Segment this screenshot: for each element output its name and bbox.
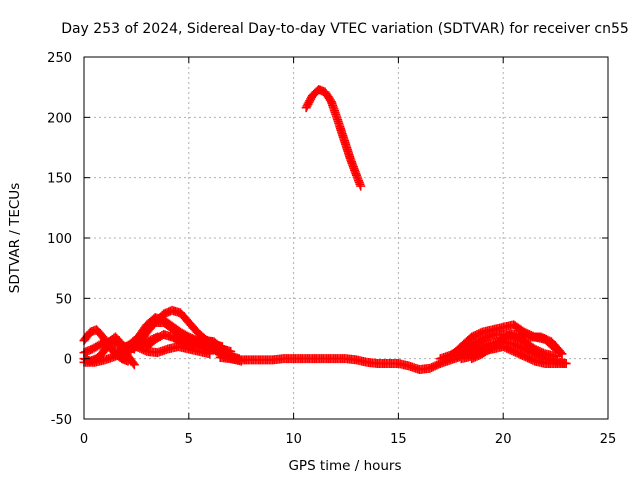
series-hump-5 xyxy=(184,334,246,366)
y-tick-label: 250 xyxy=(47,51,72,66)
y-tick-label: 150 xyxy=(47,172,72,187)
data-point xyxy=(556,347,566,357)
data-points xyxy=(79,85,571,375)
series-baseline xyxy=(215,351,466,375)
series-late-5 xyxy=(467,337,571,368)
data-point xyxy=(557,349,567,359)
y-axis-label: SDTVAR / TECUs xyxy=(7,183,23,293)
axis-ticks: 0 5 10 15 20 25 -50 0 50 100 150 200 250 xyxy=(47,51,616,447)
x-tick-label: 0 xyxy=(80,432,88,447)
x-tick-label: 10 xyxy=(285,432,302,447)
x-tick-label: 20 xyxy=(495,432,512,447)
data-point xyxy=(236,356,246,366)
x-axis-label: GPS time / hours xyxy=(288,458,401,474)
x-tick-label: 25 xyxy=(600,432,617,447)
y-tick-label: 200 xyxy=(47,111,72,126)
x-tick-label: 15 xyxy=(390,432,407,447)
chart-title: Day 253 of 2024, Sidereal Day-to-day VTE… xyxy=(61,21,629,37)
series-high-arc xyxy=(301,85,366,191)
grid-lines xyxy=(84,57,608,419)
y-tick-label: 0 xyxy=(64,353,72,368)
data-point xyxy=(356,181,366,191)
data-point xyxy=(129,360,139,370)
x-tick-label: 5 xyxy=(185,432,193,447)
data-point xyxy=(128,358,138,368)
data-point xyxy=(561,358,571,368)
y-tick-label: 100 xyxy=(47,232,72,247)
y-tick-label: -50 xyxy=(51,413,72,428)
series-late-3 xyxy=(452,330,567,361)
y-tick-label: 50 xyxy=(55,292,72,307)
series-early-c xyxy=(79,337,139,358)
